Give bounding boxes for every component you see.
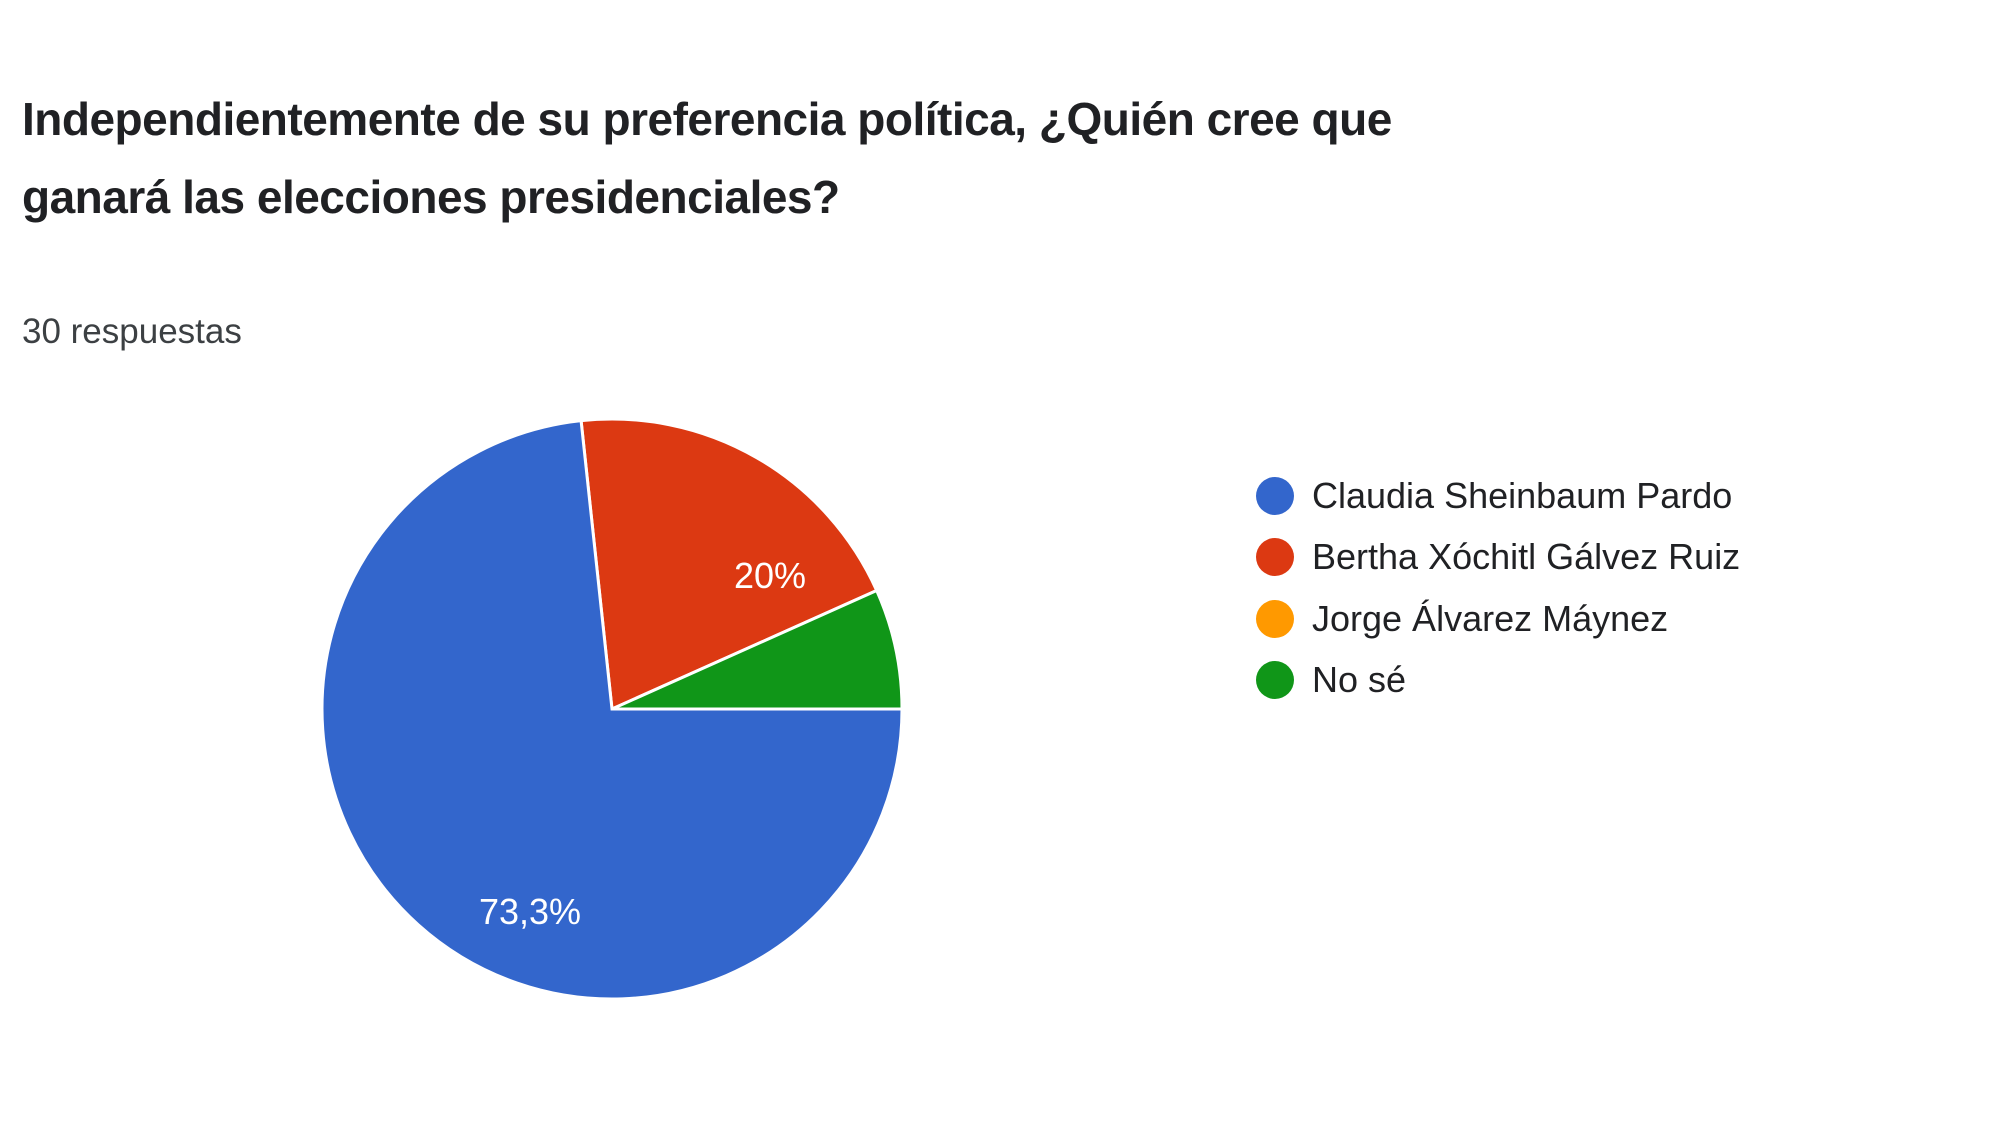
pie-slice-claudia[interactable] (320, 418, 904, 1001)
slice-label-claudia: 73,3% (479, 891, 581, 932)
legend-dot-icon (1256, 599, 1294, 638)
legend-label: No sé (1312, 659, 1407, 701)
slice-label-bertha: 20% (734, 555, 806, 596)
chart-legend: Claudia Sheinbaum Pardo Bertha Xóchitl G… (1256, 465, 1740, 711)
legend-dot-icon (1256, 661, 1294, 700)
pie-slice-bertha[interactable] (579, 417, 879, 712)
legend-label: Claudia Sheinbaum Pardo (1312, 474, 1733, 516)
legend-item-bertha[interactable]: Bertha Xóchitl Gálvez Ruiz (1256, 527, 1740, 589)
question-title-line-1: Independientemente de su preferencia pol… (22, 93, 1392, 145)
question-title: Independientemente de su preferencia pol… (22, 80, 1622, 236)
legend-label: Jorge Álvarez Máynez (1312, 597, 1669, 639)
legend-dot-icon (1256, 538, 1294, 577)
question-title-line-2: ganará las elecciones presidenciales? (22, 171, 840, 223)
legend-item-no-se[interactable]: No sé (1256, 650, 1740, 712)
legend-item-jorge[interactable]: Jorge Álvarez Máynez (1256, 588, 1740, 650)
pie-slices (320, 417, 904, 1001)
legend-dot-icon (1256, 476, 1294, 515)
legend-label: Bertha Xóchitl Gálvez Ruiz (1312, 536, 1741, 578)
pie-slice-no-se[interactable] (611, 588, 904, 711)
legend-item-claudia[interactable]: Claudia Sheinbaum Pardo (1256, 465, 1740, 527)
response-count: 30 respuestas (22, 312, 242, 351)
